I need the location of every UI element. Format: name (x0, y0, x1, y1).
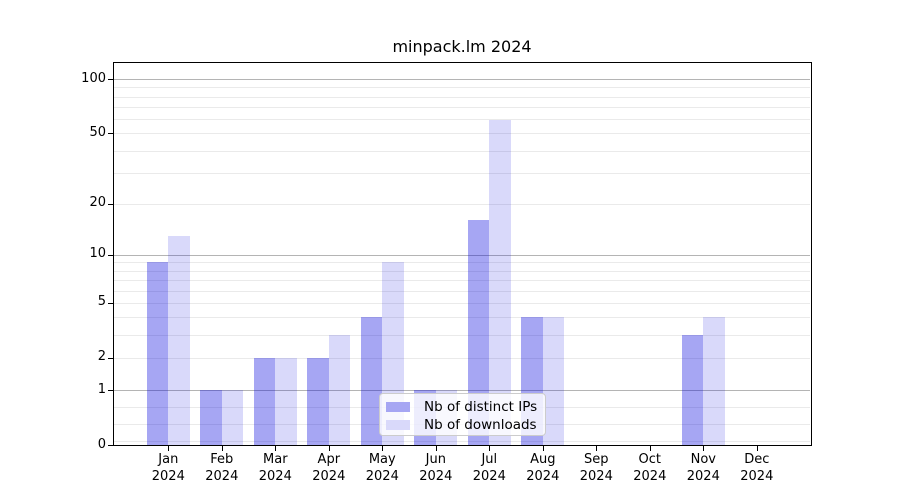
y-tick (108, 357, 113, 359)
minor-gridline (114, 280, 810, 282)
y-tick-label: 100 (81, 70, 106, 86)
bar-distinct-ips (360, 317, 383, 445)
y-tick-label: 50 (89, 124, 106, 140)
x-tick (275, 446, 277, 451)
y-tick (108, 445, 113, 446)
y-tick (108, 302, 113, 304)
x-tick (649, 446, 651, 451)
bar-distinct-ips (681, 335, 704, 445)
minor-gridline (114, 357, 810, 359)
x-tick (596, 446, 598, 451)
bar-distinct-ips (146, 262, 169, 445)
chart-title: minpack.lm 2024 (392, 37, 532, 56)
x-tick (542, 446, 544, 451)
bar-downloads (542, 317, 565, 445)
bar-distinct-ips (253, 357, 276, 445)
minor-gridline (114, 107, 810, 108)
x-tick (168, 446, 170, 451)
bar-downloads (489, 120, 511, 445)
minor-gridline (114, 87, 810, 89)
minor-gridline (114, 270, 810, 272)
minor-gridline (114, 302, 810, 304)
major-gridline (114, 79, 810, 80)
major-gridline (114, 254, 810, 256)
legend: Nb of distinct IPs Nb of downloads (379, 393, 546, 436)
x-tick (756, 446, 758, 451)
x-tick-label: Dec 2024 (740, 452, 774, 484)
y-tick-label: 20 (89, 195, 106, 211)
minor-gridline (114, 317, 810, 319)
y-tick (108, 254, 113, 256)
minor-gridline (114, 96, 810, 98)
x-tick (221, 446, 223, 451)
bar-downloads (328, 335, 351, 445)
x-tick (489, 446, 491, 451)
legend-swatch-downloads (386, 420, 410, 430)
y-tick (108, 203, 113, 205)
major-gridline (114, 390, 810, 391)
x-tick-label: Feb 2024 (205, 452, 239, 484)
x-tick-label: Aug 2024 (526, 452, 560, 484)
x-tick-label: Oct 2024 (633, 452, 667, 484)
bar-downloads (221, 390, 244, 445)
minor-gridline (114, 172, 810, 174)
x-tick-label: Sep 2024 (579, 452, 613, 484)
legend-label-distinct-ips: Nb of distinct IPs (424, 399, 538, 415)
bar-downloads (275, 357, 297, 445)
x-tick-label: Apr 2024 (312, 452, 346, 484)
minor-gridline (114, 150, 810, 152)
x-tick (703, 446, 705, 451)
bar-downloads (168, 235, 190, 445)
x-tick (435, 446, 437, 451)
y-tick (108, 133, 113, 135)
y-tick-label: 2 (97, 349, 106, 365)
y-tick-label: 10 (89, 246, 106, 262)
bar-distinct-ips (200, 390, 222, 445)
bar-distinct-ips (307, 357, 329, 445)
y-tick-label: 0 (97, 436, 106, 452)
y-tick (108, 79, 113, 80)
minor-gridline (114, 335, 810, 337)
bar-downloads (703, 317, 725, 445)
x-tick-label: Jun 2024 (419, 452, 453, 484)
x-tick-label: Nov 2024 (686, 452, 720, 484)
legend-entry-distinct-ips: Nb of distinct IPs (386, 398, 545, 416)
y-tick (108, 390, 113, 391)
legend-label-downloads: Nb of downloads (424, 417, 537, 433)
minor-gridline (114, 262, 810, 264)
x-tick (328, 446, 330, 451)
x-tick (382, 446, 384, 451)
minor-gridline (114, 203, 810, 205)
minor-gridline (114, 133, 810, 135)
y-tick-label: 1 (97, 381, 106, 397)
legend-entry-downloads: Nb of downloads (386, 416, 545, 434)
x-tick-label: Jan 2024 (151, 452, 185, 484)
minor-gridline (114, 440, 810, 442)
x-tick-label: May 2024 (365, 452, 399, 484)
y-tick-label: 5 (97, 294, 106, 310)
minor-gridline (114, 290, 810, 292)
minor-gridline (114, 119, 810, 120)
bar-distinct-ips (467, 220, 490, 445)
x-tick-label: Jul 2024 (472, 452, 506, 484)
legend-swatch-distinct-ips (386, 402, 410, 412)
x-tick-label: Mar 2024 (258, 452, 292, 484)
